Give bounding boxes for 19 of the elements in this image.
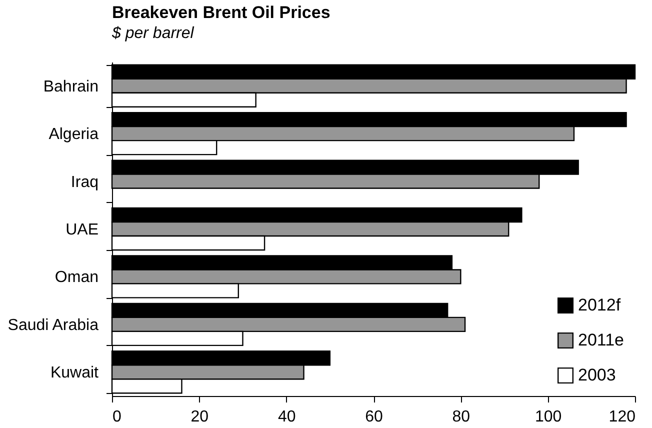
y-tick-label: Bahrain <box>43 78 98 96</box>
x-tick-label: 120 <box>608 408 636 426</box>
chart-subtitle: $ per barrel <box>111 25 194 42</box>
y-tick-label: Saudi Arabia <box>8 316 99 334</box>
y-tick-label: Algeria <box>48 126 99 144</box>
x-tick-label: 20 <box>190 408 209 426</box>
y-tick-label: Kuwait <box>50 364 100 382</box>
legend-label: 2003 <box>578 366 616 384</box>
x-tick-label: 100 <box>534 408 562 426</box>
legend-label: 2012f <box>578 296 621 314</box>
x-tick-label: 0 <box>112 408 122 426</box>
x-tick-label: 80 <box>452 408 470 426</box>
y-tick-label: UAE <box>66 222 98 238</box>
y-tick-label: Oman <box>54 269 98 286</box>
x-tick-label: 60 <box>365 408 383 426</box>
legend-label: 2011e <box>578 330 624 350</box>
x-tick-label: 40 <box>278 408 296 426</box>
chart-title: Breakeven Brent Oil Prices <box>112 3 330 22</box>
y-tick-label: Iraq <box>70 174 98 191</box>
